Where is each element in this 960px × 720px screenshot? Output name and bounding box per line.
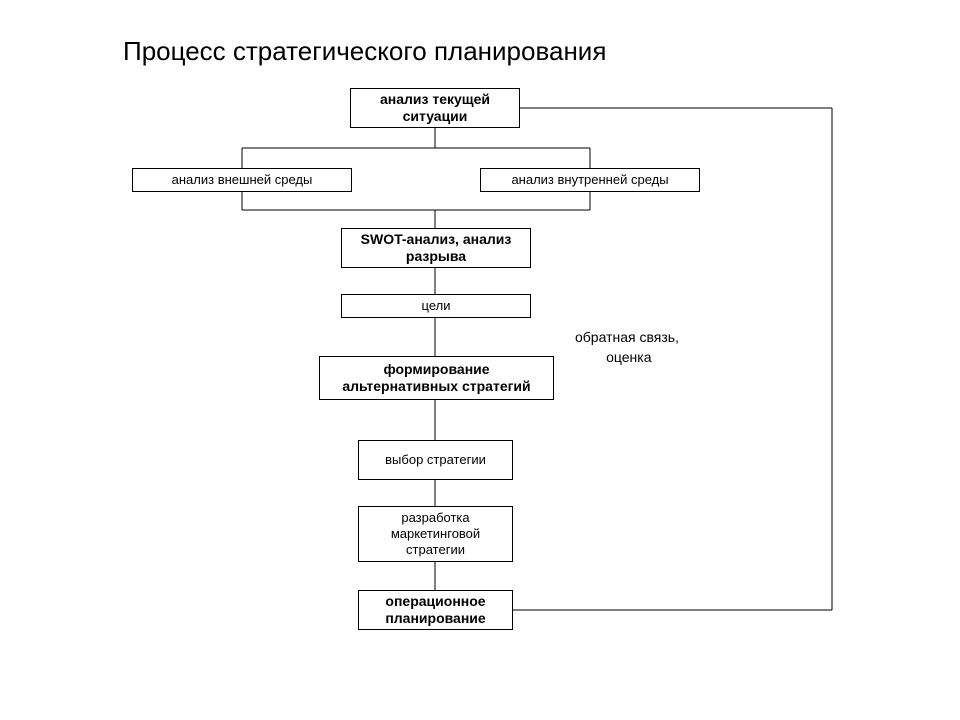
feedback-line2: оценка — [575, 349, 652, 365]
node-alternative-strategies: формирование альтернативных стратегий — [319, 356, 554, 400]
node-internal-env: анализ внутренней среды — [480, 168, 700, 192]
node-label: анализ текущей ситуации — [357, 91, 513, 126]
diagram-title: Процесс стратегического планирования — [123, 36, 606, 67]
node-label: разработка маркетинговой стратегии — [365, 510, 506, 559]
node-label: цели — [422, 298, 451, 314]
node-label: анализ внутренней среды — [511, 172, 668, 188]
node-external-env: анализ внешней среды — [132, 168, 352, 192]
feedback-line1: обратная связь, — [575, 329, 679, 345]
node-label: SWOT-анализ, анализ разрыва — [348, 231, 524, 266]
node-marketing-strategy: разработка маркетинговой стратегии — [358, 506, 513, 562]
node-label: формирование альтернативных стратегий — [326, 361, 547, 396]
node-swot: SWOT-анализ, анализ разрыва — [341, 228, 531, 268]
node-strategy-selection: выбор стратегии — [358, 440, 513, 480]
node-analysis-current: анализ текущей ситуации — [350, 88, 520, 128]
diagram-canvas: Процесс стратегического планирования ана… — [0, 0, 960, 720]
node-operational-planning: операционное планирование — [358, 590, 513, 630]
feedback-label: обратная связь, оценка — [575, 328, 679, 367]
node-label: операционное планирование — [365, 593, 506, 628]
node-goals: цели — [341, 294, 531, 318]
node-label: выбор стратегии — [385, 452, 486, 468]
node-label: анализ внешней среды — [172, 172, 313, 188]
